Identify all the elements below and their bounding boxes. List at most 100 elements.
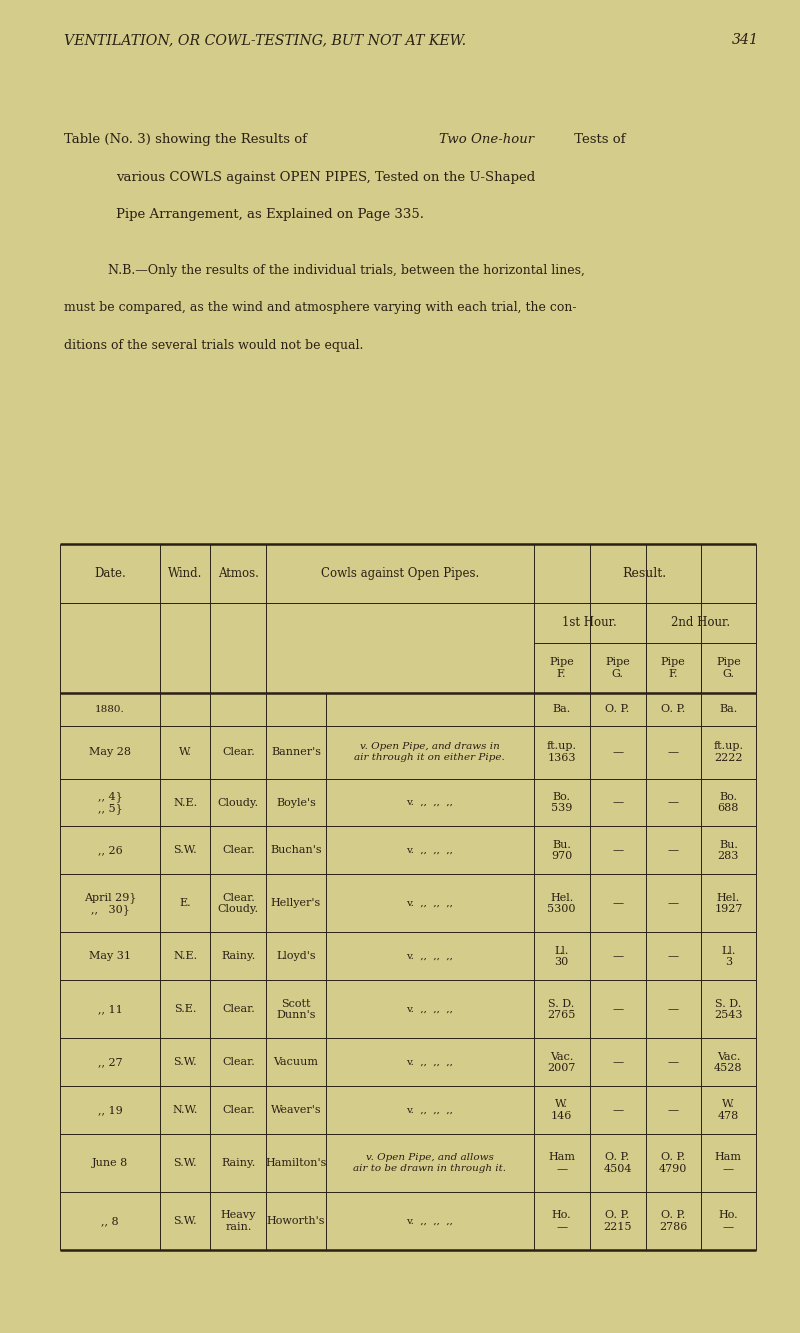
Text: ,, 11: ,, 11 (98, 1004, 122, 1014)
Text: Ll.
3: Ll. 3 (722, 945, 735, 968)
Text: Ll.
30: Ll. 30 (554, 945, 569, 968)
Text: Hamilton's: Hamilton's (266, 1158, 326, 1168)
Text: Clear.: Clear. (222, 1004, 254, 1014)
Text: Pipe
G.: Pipe G. (606, 657, 630, 678)
Text: Bo.
688: Bo. 688 (718, 792, 739, 813)
Text: N.W.: N.W. (173, 1105, 198, 1116)
Text: ,, 8: ,, 8 (101, 1216, 119, 1226)
Text: S.W.: S.W. (174, 1158, 197, 1168)
Text: —: — (612, 898, 623, 908)
Text: various COWLS against OPEN PIPES, Tested on the U-Shaped: various COWLS against OPEN PIPES, Tested… (116, 171, 535, 184)
Text: S. D.
2543: S. D. 2543 (714, 998, 742, 1020)
Text: Cowls against Open Pipes.: Cowls against Open Pipes. (321, 567, 479, 580)
Text: Atmos.: Atmos. (218, 567, 259, 580)
Text: Ham
—: Ham — (715, 1153, 742, 1174)
Text: Pipe Arrangement, as Explained on Page 335.: Pipe Arrangement, as Explained on Page 3… (116, 208, 424, 221)
Text: Wind.: Wind. (168, 567, 202, 580)
Text: —: — (612, 845, 623, 856)
Text: Vac.
4528: Vac. 4528 (714, 1052, 742, 1073)
Text: —: — (668, 797, 678, 808)
Text: Vacuum: Vacuum (274, 1057, 318, 1068)
Text: O. P.: O. P. (606, 704, 630, 714)
Text: W.
146: W. 146 (551, 1100, 572, 1121)
Text: —: — (612, 952, 623, 961)
Text: S. D.
2765: S. D. 2765 (547, 998, 576, 1020)
Text: Ham
—: Ham — (548, 1153, 575, 1174)
Text: v. Open Pipe, and draws in
air through it on either Pipe.: v. Open Pipe, and draws in air through i… (354, 742, 505, 762)
Text: Rainy.: Rainy. (222, 1158, 255, 1168)
Text: v.  ,,  ,,  ,,: v. ,, ,, ,, (406, 1217, 453, 1226)
Text: Ba.: Ba. (553, 704, 570, 714)
Text: S.W.: S.W. (174, 845, 197, 856)
Text: —: — (612, 746, 623, 757)
Text: ,, 27: ,, 27 (98, 1057, 122, 1068)
Text: Heavy
rain.: Heavy rain. (221, 1210, 256, 1232)
Text: Banner's: Banner's (271, 746, 321, 757)
Text: Ba.: Ba. (719, 704, 738, 714)
Text: Pipe
F.: Pipe F. (661, 657, 686, 678)
Text: —: — (668, 845, 678, 856)
Text: N.E.: N.E. (173, 952, 198, 961)
Text: N.B.—Only the results of the individual trials, between the horizontal lines,: N.B.—Only the results of the individual … (108, 264, 585, 277)
Text: Vac.
2007: Vac. 2007 (547, 1052, 576, 1073)
Text: O. P.: O. P. (661, 704, 686, 714)
Text: —: — (612, 1004, 623, 1014)
Text: ,, 4}
,, 5}: ,, 4} ,, 5} (98, 790, 122, 814)
Text: E.: E. (179, 898, 191, 908)
Text: O. P.
2215: O. P. 2215 (603, 1210, 632, 1232)
Text: —: — (668, 952, 678, 961)
Text: S.E.: S.E. (174, 1004, 196, 1014)
Text: —: — (668, 898, 678, 908)
Text: Tests of: Tests of (570, 133, 626, 147)
Text: Weaver's: Weaver's (270, 1105, 322, 1116)
Text: Result.: Result. (622, 567, 667, 580)
Text: Boyle's: Boyle's (276, 797, 316, 808)
Text: v. Open Pipe, and allows
air to be drawn in through it.: v. Open Pipe, and allows air to be drawn… (353, 1153, 506, 1173)
Text: S.W.: S.W. (174, 1057, 197, 1068)
Text: 341: 341 (732, 33, 759, 48)
Text: —: — (612, 1105, 623, 1116)
Text: —: — (668, 1057, 678, 1068)
Text: Rainy.: Rainy. (222, 952, 255, 961)
Text: S.W.: S.W. (174, 1216, 197, 1226)
Text: —: — (612, 797, 623, 808)
Text: ditions of the several trials would not be equal.: ditions of the several trials would not … (64, 339, 363, 352)
Text: v.  ,,  ,,  ,,: v. ,, ,, ,, (406, 798, 453, 806)
Text: Howorth's: Howorth's (266, 1216, 326, 1226)
Text: VENTILATION, OR COWL-TESTING, BUT NOT AT KEW.: VENTILATION, OR COWL-TESTING, BUT NOT AT… (64, 33, 466, 48)
Text: v.  ,,  ,,  ,,: v. ,, ,, ,, (406, 1105, 453, 1114)
Text: O. P.
4790: O. P. 4790 (659, 1153, 687, 1174)
Text: Clear.: Clear. (222, 1057, 254, 1068)
Text: must be compared, as the wind and atmosphere varying with each trial, the con-: must be compared, as the wind and atmosp… (64, 301, 577, 315)
Text: Clear.: Clear. (222, 845, 254, 856)
Text: 1880.: 1880. (95, 705, 125, 714)
Text: Buchan's: Buchan's (270, 845, 322, 856)
Text: Clear.: Clear. (222, 746, 254, 757)
Text: Two One-hour: Two One-hour (439, 133, 534, 147)
Text: W.: W. (178, 746, 192, 757)
Text: ft.up.
1363: ft.up. 1363 (546, 741, 577, 762)
Text: ft.up.
2222: ft.up. 2222 (714, 741, 743, 762)
Text: v.  ,,  ,,  ,,: v. ,, ,, ,, (406, 1005, 453, 1014)
Text: Hellyer's: Hellyer's (271, 898, 321, 908)
Text: ,, 19: ,, 19 (98, 1105, 122, 1116)
Text: Ho.
—: Ho. — (552, 1210, 571, 1232)
Text: 1st Hour.: 1st Hour. (562, 616, 617, 629)
Text: May 31: May 31 (89, 952, 131, 961)
Text: N.E.: N.E. (173, 797, 198, 808)
Text: Scott
Dunn's: Scott Dunn's (276, 998, 316, 1020)
Text: v.  ,,  ,,  ,,: v. ,, ,, ,, (406, 1058, 453, 1066)
Text: O. P.
2786: O. P. 2786 (659, 1210, 687, 1232)
Text: Cloudy.: Cloudy. (218, 797, 259, 808)
Text: —: — (612, 1057, 623, 1068)
Text: Pipe
F.: Pipe F. (550, 657, 574, 678)
Text: —: — (668, 746, 678, 757)
Text: —: — (668, 1004, 678, 1014)
Text: Table (No. 3) showing the Results of: Table (No. 3) showing the Results of (64, 133, 311, 147)
Text: Lloyd's: Lloyd's (276, 952, 316, 961)
Text: Bu.
283: Bu. 283 (718, 840, 739, 861)
Text: v.  ,,  ,,  ,,: v. ,, ,, ,, (406, 846, 453, 854)
Text: —: — (668, 1105, 678, 1116)
Text: W.
478: W. 478 (718, 1100, 739, 1121)
Text: Clear.
Cloudy.: Clear. Cloudy. (218, 893, 259, 914)
